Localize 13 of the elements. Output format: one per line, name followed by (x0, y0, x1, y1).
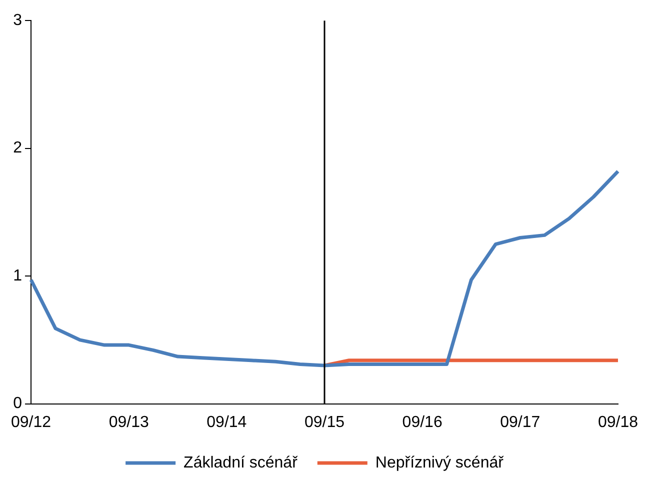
y-tick-label: 1 (13, 267, 22, 284)
y-tick-label: 0 (13, 395, 22, 412)
x-tick-label: 09/14 (206, 414, 247, 431)
x-tick-label: 09/16 (402, 414, 442, 431)
x-tick-label: 09/18 (598, 414, 638, 431)
x-tick-label: 09/17 (500, 414, 540, 431)
x-tick-label: 09/12 (10, 414, 52, 431)
legend-label: Základní scénář (184, 454, 298, 472)
x-tick-label: 09/15 (304, 414, 345, 431)
legend-label: Nepříznivý scénář (375, 454, 504, 472)
y-tick-label: 2 (13, 140, 22, 157)
x-tick-label: 09/13 (108, 414, 149, 431)
y-tick-label: 3 (13, 12, 22, 30)
